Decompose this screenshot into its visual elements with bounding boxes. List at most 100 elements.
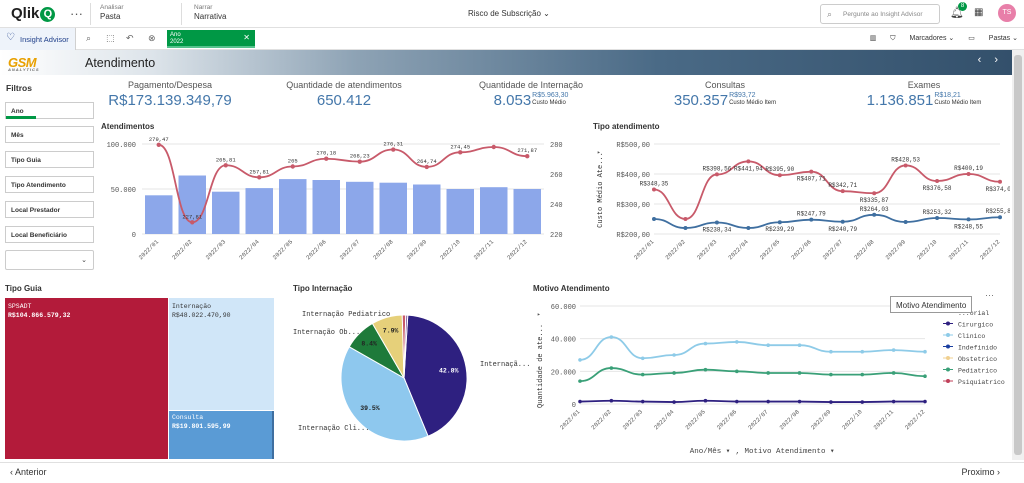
tab-narrate-key: Narrar: [194, 4, 213, 11]
bar: [446, 189, 474, 234]
x-tick-label: 2022/06: [790, 238, 813, 261]
search-icon: ⌕: [827, 9, 833, 19]
x-axis-label: Ano/Mês ▾: [690, 448, 731, 456]
data-label: R$253,32: [923, 209, 952, 216]
next-sheet-icon[interactable]: ›: [994, 54, 998, 66]
filter-dropdown[interactable]: ⌄: [5, 250, 94, 270]
data-label: 265: [288, 158, 298, 165]
line-point: [966, 171, 971, 176]
brand-sub: ANALYTICS: [8, 67, 40, 72]
next-sheet-button[interactable]: Proximo ›: [961, 467, 1000, 477]
x-tick-label: 2022/07: [821, 238, 844, 261]
line-point: [923, 349, 927, 354]
series-line: [653, 160, 1001, 220]
data-label: 257,81: [249, 168, 270, 175]
chart-menu-icon[interactable]: ···: [985, 290, 994, 300]
line-point: [578, 358, 582, 362]
previous-sheet-button[interactable]: ‹ Anterior: [10, 467, 47, 477]
series-line: [579, 399, 925, 403]
filter-mes[interactable]: Mês: [5, 126, 94, 143]
qlik-logo[interactable]: Qlik Q: [11, 5, 56, 22]
legend-label: ...orial: [958, 310, 989, 317]
x-tick-label: 2022/11: [872, 408, 895, 431]
data-label: R$398,56: [703, 165, 732, 172]
line-point: [683, 217, 688, 221]
line-point: [860, 349, 865, 354]
line-point: [735, 340, 739, 344]
legend-label: Indefinido: [958, 345, 997, 352]
atendimentos-chart[interactable]: 100.000 50.000 0 280 260 240 220 279,47 227,81 26…: [98, 132, 580, 272]
line-point: [578, 379, 582, 383]
kpi-internacao[interactable]: Quantidade de Internação 8.053R$5.963,30…: [470, 80, 592, 109]
bookmarks-button[interactable]: ⛉ Marcadores ⌄: [890, 35, 955, 42]
legend-label: Cirurgico: [958, 322, 993, 329]
insight-search-input[interactable]: ⌕ Pergunte ao Insight Advisor: [820, 4, 940, 24]
line-point: [829, 349, 833, 354]
line-point: [903, 220, 908, 224]
kpi-value: 8.053: [493, 92, 532, 109]
series-line: [653, 213, 1001, 229]
right-toolbar: ▥ ⛉ Marcadores ⌄ ▭ Pastas ⌄: [858, 34, 1018, 43]
pie-slice: [340, 346, 429, 442]
line-point: [578, 399, 582, 404]
filter-local-prestador[interactable]: Local Prestador: [5, 201, 94, 218]
filter-tipo-guia[interactable]: Tipo Guia: [5, 151, 94, 168]
tipo-guia-treemap[interactable]: SPSADT R$104.866.579,32 Internação R$48.022…: [5, 298, 275, 460]
x-tick-label: 2022/02: [590, 408, 613, 431]
app-grid-icon[interactable]: ▦: [974, 7, 984, 18]
data-label: 274,45: [450, 143, 470, 150]
clear-selections-icon[interactable]: ⊗: [148, 33, 156, 43]
filter-local-beneficiario[interactable]: Local Beneficiário: [5, 226, 94, 243]
tipo-atendimento-chart[interactable]: Custo Médio Ate...▸ R$500,00 R$400,00 R$300…: [590, 132, 1010, 272]
sheets-button[interactable]: ▭ Pastas ⌄: [968, 35, 1018, 42]
line-point: [809, 169, 814, 174]
step-back-icon[interactable]: ↶: [126, 33, 134, 43]
data-label: 227,81: [182, 213, 203, 220]
x-tick-label: 2022/07: [747, 408, 770, 431]
kpi-consultas[interactable]: Consultas 350.357R$93,72 Custo Médio Item: [660, 80, 790, 109]
data-label: R$374,05: [986, 186, 1010, 193]
y2-tick-label: 240: [550, 202, 563, 210]
y-tick-label: 0: [132, 232, 136, 240]
kpi-sub-label: Custo Médio: [532, 100, 566, 106]
x-tick-label: 2022/08: [853, 238, 876, 261]
chart-tooltip: Motivo Atendimento: [890, 296, 973, 313]
kpi-sub-value: R$18,21: [934, 92, 961, 99]
x-tick-label: 2022/10: [841, 408, 864, 431]
kpi-pagamento[interactable]: Pagamento/Despesa R$173.139.349,79: [100, 80, 240, 109]
tab-analyze[interactable]: Analisar Pasta: [90, 3, 182, 25]
x-tick-label: 2022/09: [405, 238, 428, 261]
kpi-exames[interactable]: Exames 1.136.851R$18,21 Custo Médio Item: [858, 80, 990, 109]
filter-ano[interactable]: Ano: [5, 102, 94, 119]
scrollbar-thumb[interactable]: [1014, 55, 1022, 455]
x-tick-label: 2022/12: [506, 238, 529, 261]
line-point: [797, 399, 802, 404]
insight-advisor-button[interactable]: ♡ Insight Advisor: [0, 28, 76, 50]
kpi-value: R$173.139.349,79: [108, 92, 232, 109]
motivo-atendimento-chart[interactable]: Quantidade de ate... ▸ 60.000 40.000 20.000 0…: [530, 296, 1010, 460]
selection-bar: [167, 46, 255, 48]
tab-narrate[interactable]: Narrar Narrativa: [186, 3, 226, 25]
app-title-dropdown[interactable]: Risco de Subscrição ⌄: [468, 9, 550, 18]
y2-tick-label: 260: [550, 172, 563, 180]
kpi-atendimentos[interactable]: Quantidade de atendimentos 650.412: [278, 80, 410, 109]
data-label: R$441,94: [734, 165, 763, 172]
sheet-grid-icon[interactable]: ▥: [869, 35, 877, 42]
smart-search-icon[interactable]: ⌕: [86, 33, 92, 43]
tipo-internacao-pie[interactable]: 42.8% Internaçã... 39.5% Internação Cli... 8…: [290, 296, 530, 460]
search-placeholder: Pergunte ao Insight Advisor: [843, 11, 923, 18]
filter-tipo-atendimento[interactable]: Tipo Atendimento: [5, 176, 94, 193]
close-icon[interactable]: ✕: [243, 33, 250, 42]
line-point: [290, 164, 295, 169]
line-point: [777, 220, 782, 225]
lasso-select-icon[interactable]: ⬚: [106, 33, 115, 43]
data-label: R$342,71: [828, 182, 857, 189]
selection-chip-ano[interactable]: Ano 2022 ✕: [167, 30, 255, 48]
line-point: [424, 164, 429, 170]
data-label: R$238,34: [703, 226, 732, 233]
prev-sheet-icon[interactable]: ‹: [977, 54, 982, 66]
avatar[interactable]: TS: [998, 4, 1016, 22]
more-menu-icon[interactable]: ···: [70, 6, 83, 21]
x-tick-label: 2022/03: [204, 238, 227, 261]
x-tick-label: 2022/02: [664, 238, 687, 261]
